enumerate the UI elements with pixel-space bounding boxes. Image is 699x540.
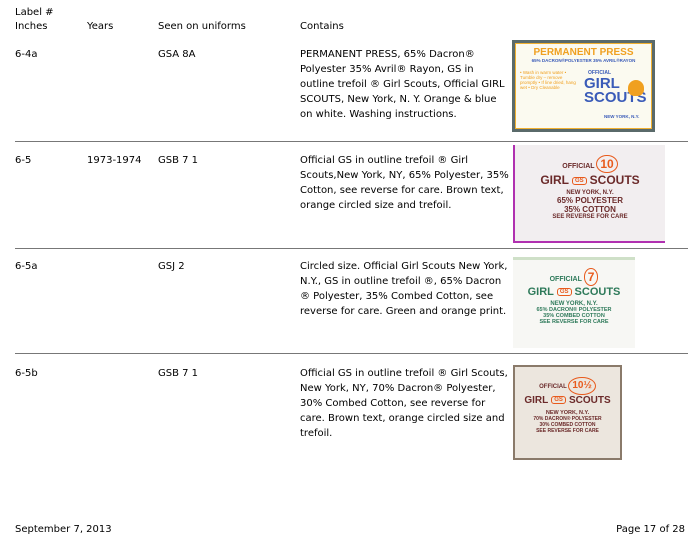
tag-girl: GIRL bbox=[524, 395, 549, 406]
tag-official: OFFICIAL bbox=[588, 70, 612, 76]
tag-fabric1: 70% DACRON® POLYESTER bbox=[533, 416, 602, 422]
header-label-inches: Label # Inches bbox=[15, 7, 54, 32]
seen-on-uniforms: GSB 7 1 bbox=[158, 368, 199, 379]
row-divider bbox=[15, 248, 688, 249]
tag-city: NEW YORK, N.Y. bbox=[545, 410, 590, 416]
tag-scouts: SCOUTS bbox=[589, 173, 640, 187]
tag-girl: GIRL bbox=[527, 286, 554, 298]
label-number: 6-5b bbox=[15, 368, 38, 379]
footer-page-number: Page 17 of 28 bbox=[616, 524, 685, 535]
tag-fabric2: 35% COMBED COTTON bbox=[543, 313, 605, 319]
tag-scouts: SCOUTS bbox=[574, 286, 621, 298]
tag-fabric1: 65% DACRON® POLYESTER bbox=[536, 307, 612, 313]
label-image-6-5: OFFICIAL 10 GIRL GS SCOUTS NEW YORK, N.Y. … bbox=[513, 145, 665, 243]
size-circle: 10 bbox=[596, 155, 618, 173]
label-number: 6-5 bbox=[15, 155, 32, 166]
label-number: 6-5a bbox=[15, 261, 38, 272]
contains: Official GS in outline trefoil ® Girl Sc… bbox=[300, 155, 509, 211]
tag-fabric2: 35% COTTON bbox=[564, 205, 616, 214]
tag-care: SEE REVERSE FOR CARE bbox=[536, 428, 599, 434]
row-divider bbox=[15, 353, 688, 354]
tag-girl: GIRL bbox=[540, 173, 569, 187]
trefoil-icon: GS bbox=[556, 288, 572, 297]
size-circle: 7 bbox=[583, 268, 599, 286]
seen-on-uniforms: GSJ 2 bbox=[158, 261, 185, 272]
header-years: Years bbox=[87, 21, 114, 32]
header-contains: Contains bbox=[300, 21, 344, 32]
tag-fabric2: 30% COMBED COTTON bbox=[539, 422, 596, 428]
trefoil-icon: GS bbox=[551, 396, 566, 405]
tag-city: NEW YORK, N.Y. bbox=[566, 190, 614, 196]
tag-fabric1: 65% POLYESTER bbox=[557, 196, 623, 205]
footer-date: September 7, 2013 bbox=[15, 524, 112, 535]
tag-care: SEE REVERSE FOR CARE bbox=[552, 214, 628, 220]
tag-title: PERMANENT PRESS bbox=[533, 47, 634, 58]
years: 1973-1974 bbox=[87, 155, 142, 166]
tag-line: 65% DACRON®POLYESTER 35% AVRIL®RAYON bbox=[531, 58, 636, 63]
contains: Official GS in outline trefoil ® Girl Sc… bbox=[300, 368, 508, 439]
label-number: 6-4a bbox=[15, 49, 38, 60]
tag-care: • Wash in warm water • Tumble dry – remo… bbox=[520, 70, 576, 90]
row-divider bbox=[15, 141, 688, 142]
tag-official: OFFICIAL bbox=[549, 276, 582, 283]
tag-city: NEW YORK, N.Y. bbox=[604, 114, 640, 119]
header-seen: Seen on uniforms bbox=[158, 21, 246, 32]
seen-on-uniforms: GSA 8A bbox=[158, 49, 196, 60]
tag-care: SEE REVERSE FOR CARE bbox=[539, 319, 609, 325]
seen-on-uniforms: GSB 7 1 bbox=[158, 155, 199, 166]
size-circle: 10½ bbox=[568, 377, 596, 395]
contains: PERMANENT PRESS, 65% Dacron® Polyester 3… bbox=[300, 49, 505, 120]
label-image-6-5a: OFFICIAL 7 GIRL GS SCOUTS NEW YORK, N.Y. 6… bbox=[513, 257, 635, 348]
tag-city: NEW YORK, N.Y. bbox=[550, 301, 598, 307]
tag-official: OFFICIAL bbox=[562, 163, 595, 170]
contains: Circled size. Official Girl Scouts New Y… bbox=[300, 261, 508, 317]
tag-official: OFFICIAL bbox=[539, 384, 567, 390]
tag-girl: GIRL bbox=[584, 75, 620, 92]
trefoil-icon: GS bbox=[571, 176, 587, 185]
tag-scouts: SCOUTS bbox=[568, 395, 611, 406]
label-image-6-4a: PERMANENT PRESS 65% DACRON®POLYESTER 35%… bbox=[512, 40, 655, 132]
label-image-6-5b: OFFICIAL 10½ GIRL GS SCOUTS NEW YORK, N.Y.… bbox=[513, 365, 622, 460]
trefoil-icon bbox=[628, 80, 644, 96]
